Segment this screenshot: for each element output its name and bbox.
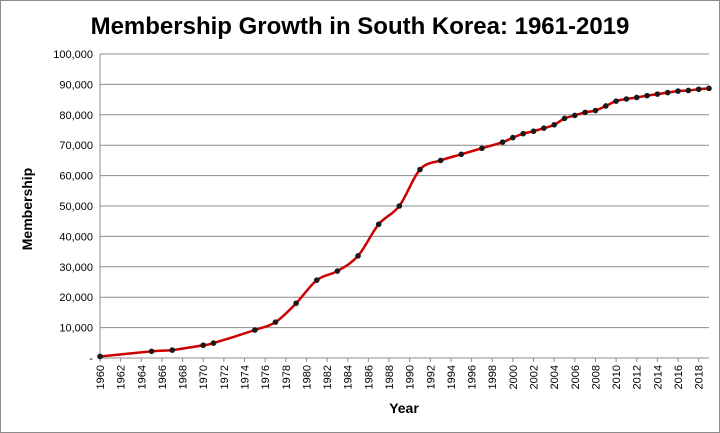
x-tick-label: 2016: [673, 365, 685, 389]
x-axis-ticks: 1960 1962 1964 1966 1968 1970 1972 1974 1976 1978…: [95, 358, 706, 389]
y-tick-label: 40,000: [59, 231, 93, 243]
data-point: [293, 300, 299, 307]
data-point: [654, 91, 661, 97]
x-tick-label: 2002: [529, 365, 541, 389]
data-point: [561, 115, 568, 122]
series-line: [99, 87, 710, 358]
data-point: [644, 92, 650, 99]
data-point: [572, 112, 578, 119]
x-tick-label: 1970: [198, 365, 210, 389]
x-tick-label: 2010: [611, 365, 623, 389]
y-tick-label: 30,000: [59, 262, 93, 274]
y-tick-label: 10,000: [59, 323, 93, 335]
x-tick-label: 1966: [157, 365, 169, 389]
data-point: [334, 268, 341, 274]
data-point: [437, 157, 444, 164]
data-point: [592, 107, 599, 114]
data-point: [210, 340, 217, 346]
x-tick-label: 1984: [343, 365, 355, 389]
data-point: [541, 125, 547, 131]
data-point: [695, 86, 702, 93]
y-axis-ticks: - 10,000 20,000 30,000 40,000 50,000 60,000 70,…: [53, 49, 93, 365]
data-point: [355, 253, 361, 259]
x-tick-label: 1968: [178, 365, 190, 389]
series-membership: [97, 85, 712, 360]
x-tick-label: 1994: [446, 365, 458, 389]
data-point: [530, 128, 537, 135]
x-tick-label: 1972: [219, 365, 231, 389]
data-point: [706, 85, 712, 92]
data-point: [272, 319, 279, 325]
x-tick-label: 1962: [116, 365, 128, 389]
data-point: [602, 103, 609, 109]
x-axis-label: Year: [389, 400, 419, 416]
data-point: [633, 94, 640, 101]
data-point: [458, 151, 465, 158]
x-tick-label: 1964: [136, 365, 148, 389]
y-tick-label: 50,000: [59, 201, 93, 213]
x-tick-label: 2014: [652, 365, 664, 389]
x-tick-label: 2000: [508, 365, 520, 389]
y-tick-label: 70,000: [59, 140, 93, 152]
x-tick-label: 2012: [632, 365, 644, 389]
x-tick-label: 1980: [301, 365, 313, 389]
data-point: [623, 96, 630, 102]
x-tick-label: 1982: [322, 365, 334, 389]
data-point: [169, 347, 176, 353]
data-point: [97, 353, 103, 360]
data-point: [664, 89, 671, 96]
y-tick-label: 100,000: [53, 49, 93, 61]
data-point: [685, 87, 692, 94]
data-point: [479, 145, 485, 152]
x-tick-label: 1998: [487, 365, 499, 389]
y-tick-label: 80,000: [59, 110, 93, 122]
data-point: [551, 122, 557, 128]
y-tick-label: 20,000: [59, 292, 93, 304]
data-point: [252, 327, 258, 333]
data-point: [675, 88, 681, 94]
x-tick-label: 1992: [425, 365, 437, 389]
y-tick-label: -: [89, 353, 93, 365]
x-tick-label: 1988: [384, 365, 396, 389]
y-axis-label: Membership: [19, 168, 35, 250]
x-tick-label: 2006: [570, 365, 582, 389]
x-tick-label: 1986: [363, 365, 375, 389]
x-tick-label: 1990: [405, 365, 417, 389]
y-tick-label: 60,000: [59, 171, 93, 183]
data-point: [613, 98, 619, 104]
x-tick-label: 1978: [281, 365, 293, 389]
x-tick-label: 1974: [240, 365, 252, 389]
y-tick-label: 90,000: [59, 79, 93, 91]
data-point: [148, 348, 155, 355]
x-tick-label: 1960: [95, 365, 107, 389]
data-point: [375, 221, 382, 228]
data-point: [582, 109, 588, 116]
x-tick-label: 2004: [549, 365, 561, 389]
data-point: [417, 166, 423, 173]
plot-area: [99, 54, 709, 359]
data-point: [313, 277, 320, 283]
data-point: [510, 134, 516, 141]
x-tick-label: 2018: [694, 365, 706, 389]
gridlines: [100, 53, 709, 329]
x-tick-label: 1996: [467, 365, 479, 389]
data-point: [520, 130, 527, 137]
data-point: [200, 342, 207, 349]
data-point: [396, 203, 403, 209]
x-tick-label: 2008: [590, 365, 602, 389]
chart-title: Membership Growth in South Korea: 1961-2…: [91, 13, 630, 40]
x-tick-label: 1976: [260, 365, 272, 389]
data-point: [499, 139, 506, 145]
